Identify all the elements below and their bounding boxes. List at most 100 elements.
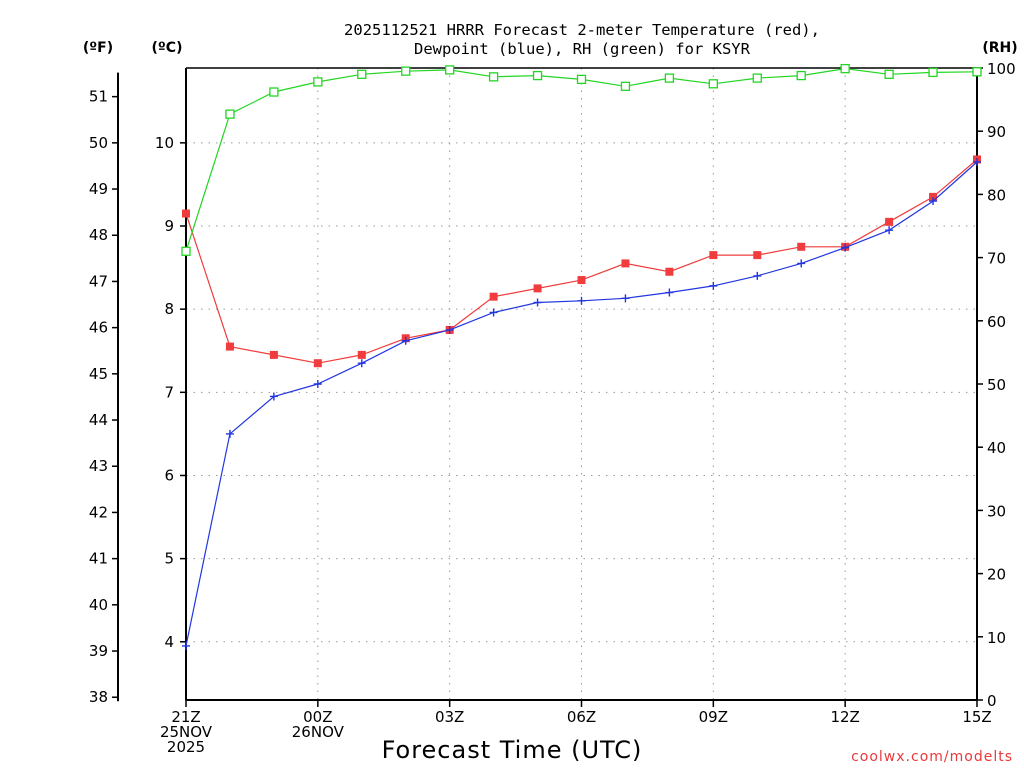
fahrenheit-tick-label: 46: [89, 319, 108, 337]
rh-tick-label: 80: [987, 186, 1006, 204]
celsius-tick-label: 4: [164, 633, 174, 651]
rh-tick-label: 50: [987, 376, 1006, 394]
rh-tick-label: 90: [987, 123, 1006, 141]
dewpoint-point: [313, 380, 322, 388]
fahrenheit-tick-label: 44: [89, 411, 108, 429]
relative-humidity-point: [752, 73, 762, 83]
rh-tick-label: 100: [987, 60, 1016, 78]
time-tick-label: 06Z: [567, 708, 596, 726]
site-credit: coolwx.com/modelts: [851, 749, 1013, 765]
temperature-point: [577, 276, 586, 285]
rh-tick-label: 20: [987, 566, 1006, 584]
relative-humidity-point: [576, 74, 587, 85]
relative-humidity-point: [488, 72, 499, 82]
fahrenheit-tick-label: 51: [89, 88, 108, 106]
celsius-tick-label: 6: [164, 466, 174, 484]
relative-humidity-point: [840, 63, 850, 74]
time-tick-label: 2025: [167, 738, 205, 756]
dewpoint-point: [753, 271, 762, 280]
relative-humidity-point: [928, 67, 938, 78]
relative-humidity-point: [313, 77, 323, 87]
dewpoint-point: [929, 197, 938, 206]
relative-humidity-line: [185, 67, 978, 252]
temperature-point: [709, 251, 718, 260]
data-series: [181, 63, 982, 650]
fahrenheit-tick-label: 45: [89, 365, 108, 383]
temperature-point: [225, 342, 234, 351]
temperature-point: [357, 350, 366, 359]
dewpoint-point: [665, 288, 674, 297]
temperature-point: [753, 251, 762, 260]
celsius-tick-label: 7: [164, 383, 174, 401]
dewpoint-point: [973, 157, 981, 166]
fahrenheit-tick-label: 43: [89, 457, 108, 475]
fahrenheit-tick-label: 49: [89, 180, 108, 198]
fahrenheit-tick-label: 41: [89, 550, 108, 568]
dewpoint-point: [357, 359, 366, 368]
rh-tick-label: 10: [987, 629, 1006, 647]
dewpoint-point: [841, 243, 850, 252]
celsius-tick-label: 10: [155, 134, 174, 152]
rh-tick-label: 70: [987, 250, 1006, 268]
fahrenheit-tick-label: 40: [89, 596, 108, 614]
relative-humidity-point: [532, 70, 543, 81]
chart-title-line1: 2025112521 HRRR Forecast 2-meter Tempera…: [344, 21, 820, 39]
temperature-point: [489, 292, 498, 301]
relative-humidity-point: [181, 246, 191, 256]
rh-tick-label: 30: [987, 502, 1006, 520]
dewpoint-point: [182, 641, 190, 650]
axes: [117, 67, 978, 702]
time-tick-label: 12Z: [830, 708, 859, 726]
relative-humidity-point: [972, 67, 982, 77]
fahrenheit-tick-label: 42: [89, 503, 108, 521]
relative-humidity-point: [884, 69, 894, 79]
temperature-point: [533, 284, 542, 293]
temperature-point: [797, 242, 806, 251]
fahrenheit-tick-label: 39: [89, 642, 108, 660]
dewpoint-point: [445, 325, 454, 334]
dewpoint-point: [885, 226, 894, 235]
relative-humidity-point: [664, 73, 675, 83]
dewpoint-point: [709, 281, 718, 290]
relative-humidity-point: [796, 70, 806, 81]
rh-tick-label: 60: [987, 313, 1006, 331]
fahrenheit-axis-label: (ºF): [83, 40, 113, 56]
relative-humidity-point: [225, 109, 235, 119]
time-tick-label: 09Z: [699, 708, 728, 726]
chart-title-line2: Dewpoint (blue), RH (green) for KSYR: [414, 40, 751, 58]
temperature-point: [665, 267, 674, 276]
time-tick-label: 15Z: [962, 708, 991, 726]
relative-humidity-point: [357, 69, 367, 79]
time-tick-label: 00Z: [303, 708, 332, 726]
temperature-point: [313, 359, 322, 368]
time-tick-label: 26NOV: [292, 723, 345, 741]
temperature-line: [185, 159, 978, 364]
dewpoint-point: [797, 259, 806, 268]
relative-humidity-point: [708, 79, 718, 89]
fahrenheit-tick-label: 47: [89, 272, 108, 290]
relative-humidity-point: [620, 81, 631, 91]
fahrenheit-tick-label: 48: [89, 226, 108, 244]
rh-tick-label: 40: [987, 439, 1006, 457]
relative-humidity-point: [401, 66, 411, 76]
celsius-tick-label: 5: [164, 550, 174, 568]
celsius-tick-label: 8: [164, 300, 174, 318]
dewpoint-point: [269, 392, 278, 401]
relative-humidity-point: [269, 87, 279, 97]
dewpoint-point: [401, 336, 410, 345]
rh-axis-label: (RH): [982, 40, 1017, 56]
time-tick-label: 03Z: [435, 708, 464, 726]
rh-tick-label: 0: [987, 692, 997, 710]
dewpoint-point: [533, 298, 542, 307]
fahrenheit-tick-label: 38: [89, 688, 108, 706]
temperature-point: [929, 192, 938, 201]
dewpoint-point: [225, 429, 234, 438]
dewpoint-point: [489, 308, 498, 317]
dewpoint-point: [577, 296, 586, 305]
celsius-tick-label: 9: [164, 217, 174, 235]
dewpoint-line: [185, 161, 978, 647]
fahrenheit-tick-label: 50: [89, 134, 108, 152]
temperature-point: [269, 350, 278, 359]
temperature-point: [885, 217, 894, 226]
